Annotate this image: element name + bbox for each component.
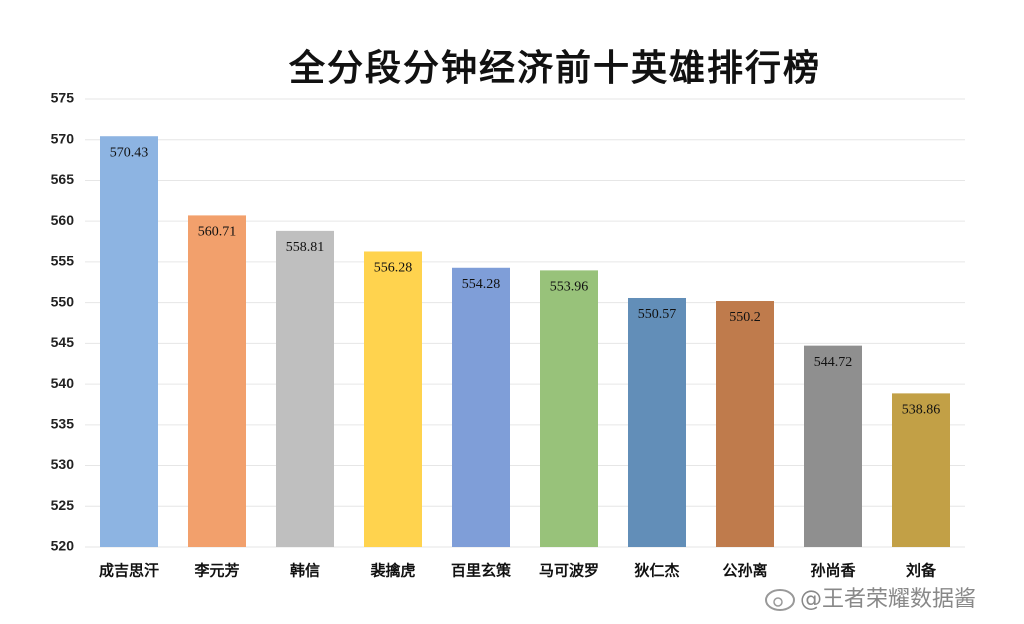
y-tick-label: 520 [51,538,75,554]
y-tick-label: 575 [51,90,75,106]
bar [364,251,422,547]
y-tick-label: 555 [51,253,75,269]
x-tick-label: 裴擒虎 [369,562,415,580]
x-tick-label: 公孙离 [722,562,767,580]
y-tick-label: 525 [51,497,75,513]
watermark: @王者荣耀数据酱 [800,587,976,612]
bar [892,393,950,547]
bar [716,301,774,547]
value-label: 554.28 [462,277,501,292]
y-tick-label: 550 [51,293,75,309]
x-tick-label: 韩信 [290,562,320,580]
bar [452,267,510,547]
bar [540,270,598,547]
chart-title: 全分段分钟经济前十英雄排行榜 [288,47,821,89]
bar [276,230,334,547]
value-label: 550.2 [729,310,761,325]
x-tick-label: 孙尚香 [810,562,855,580]
bar [188,215,246,547]
x-tick-label: 李元芳 [193,562,239,580]
x-tick-label: 刘备 [906,562,937,580]
value-label: 544.72 [814,355,853,370]
value-label: 560.71 [198,225,237,240]
value-label: 550.57 [638,307,677,322]
y-tick-label: 540 [51,375,75,391]
x-tick-label: 狄仁杰 [633,562,679,580]
x-tick-label: 马可波罗 [539,562,599,580]
bar [804,345,862,547]
y-tick-label: 565 [51,171,75,187]
y-tick-label: 560 [51,212,75,228]
watermark-icon [765,589,795,611]
value-label: 558.81 [286,240,325,255]
bar [628,297,686,547]
x-tick-label: 成吉思汗 [99,562,159,580]
y-tick-label: 545 [51,334,75,350]
bar [100,136,158,547]
y-tick-label: 570 [51,130,75,146]
value-label: 553.96 [550,280,589,295]
x-tick-label: 百里玄策 [451,562,512,580]
y-tick-label: 530 [51,456,75,472]
value-label: 556.28 [374,261,413,276]
y-tick-label: 535 [51,416,75,432]
value-label: 538.86 [902,403,941,418]
value-label: 570.43 [110,145,149,160]
